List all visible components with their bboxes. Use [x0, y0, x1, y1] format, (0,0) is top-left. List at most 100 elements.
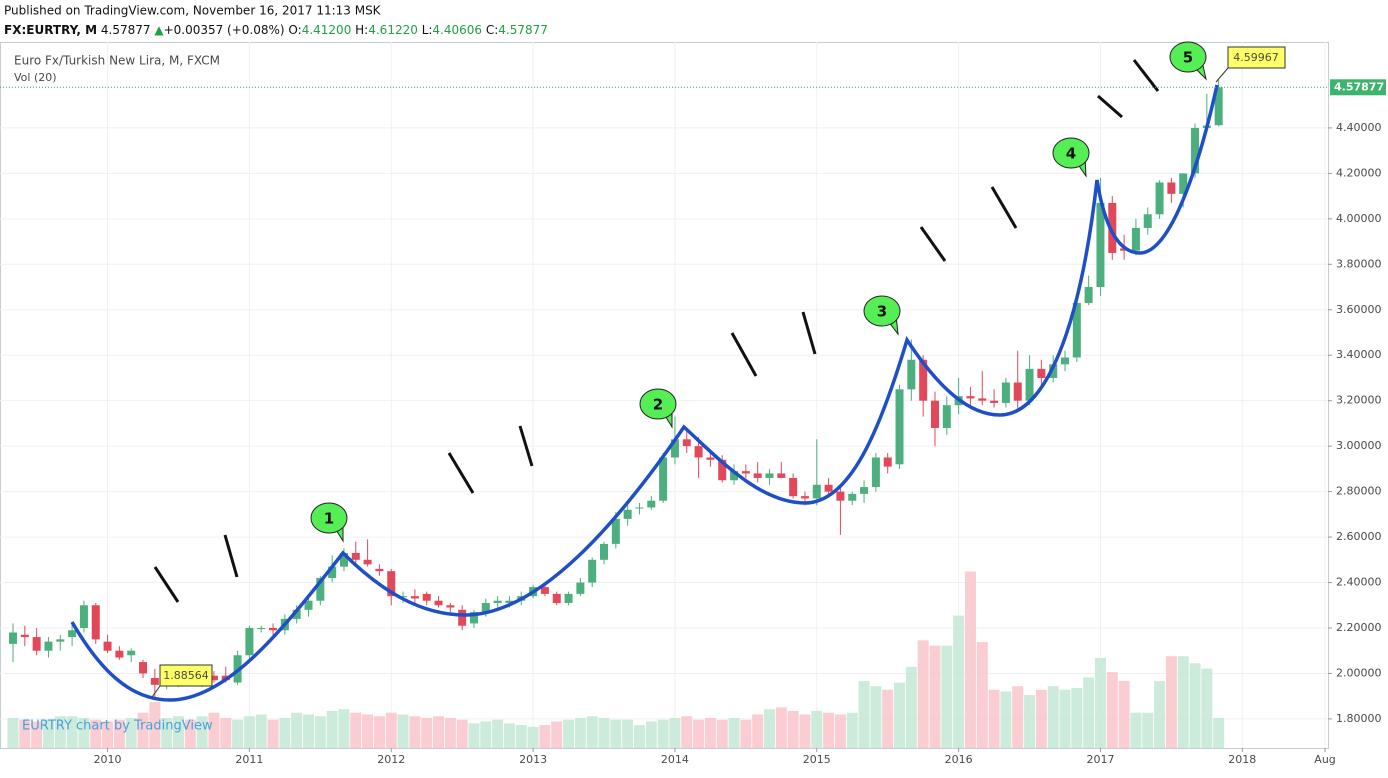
candle-body: [304, 600, 313, 610]
candle-body: [127, 650, 136, 656]
candle-body: [115, 650, 124, 658]
candle-body: [789, 477, 798, 497]
dash-marks: [153, 59, 1160, 603]
volume-bar: [456, 719, 468, 748]
symbol: FX:EURTRY, M: [4, 23, 97, 37]
volume-bar: [113, 719, 125, 748]
high-value: 4.61220: [368, 23, 418, 37]
volume-bar: [633, 725, 645, 748]
candle-body: [871, 457, 880, 488]
volume-bar: [433, 716, 445, 748]
candle-body: [777, 473, 786, 478]
candle-body: [1131, 227, 1140, 251]
volume-bar: [397, 714, 409, 748]
volume-bar: [1177, 656, 1189, 748]
dash: [1097, 94, 1123, 119]
volume-bar: [31, 721, 43, 748]
y-tick-label: 4.40000: [1336, 121, 1382, 134]
volume-bar: [728, 717, 740, 748]
volume-bar: [220, 717, 232, 748]
volume-bar: [255, 714, 267, 748]
candle-body: [1214, 87, 1223, 126]
candle-body: [1001, 382, 1010, 403]
candle-body: [907, 359, 916, 390]
y-tick-label: 2.20000: [1336, 621, 1382, 634]
low-label-box: [159, 664, 213, 687]
volume-bar: [740, 719, 752, 748]
volume-bar: [338, 709, 350, 748]
volume-bar: [1024, 695, 1036, 748]
candle-body: [139, 662, 148, 674]
candle-body: [292, 609, 301, 619]
dash: [223, 534, 239, 578]
x-tick-label: 2013: [519, 753, 547, 766]
volume-bar: [787, 710, 799, 748]
volume-bar: [964, 571, 976, 748]
candle-body: [930, 400, 939, 428]
candle-body: [753, 473, 762, 478]
candle-body: [659, 457, 668, 501]
volume-bar: [610, 719, 622, 748]
dash: [919, 226, 947, 262]
l-label: L:: [422, 23, 433, 37]
wave-number: 2: [653, 396, 663, 414]
up-arrow: ▲: [154, 23, 164, 37]
candle-body: [103, 641, 112, 651]
y-tick-label: 2.60000: [1336, 530, 1382, 543]
plot-frame: [0, 42, 1329, 749]
y-tick-label: 2.00000: [1336, 666, 1382, 679]
candle-body: [942, 405, 951, 428]
volume-bar: [1130, 712, 1142, 748]
candle-body: [647, 500, 656, 508]
last-price-box: [1330, 79, 1386, 96]
volume-bar: [976, 642, 988, 748]
dash: [990, 186, 1018, 229]
dash: [518, 425, 534, 467]
volume-bar: [527, 726, 539, 748]
candle-body: [410, 596, 419, 599]
close-value: 4.57877: [498, 23, 548, 37]
volume-bar: [125, 717, 137, 748]
wave-bubbles: 1 2 3 4 5: [310, 41, 1207, 543]
dash: [1132, 59, 1160, 92]
candle-body: [694, 446, 703, 458]
volume-label: Vol (20): [14, 71, 57, 84]
volume-bar: [362, 714, 374, 748]
volume-bar: [7, 717, 19, 748]
volume-bar: [563, 719, 575, 748]
volume-bar: [846, 712, 858, 748]
volume-bar: [515, 725, 527, 748]
volume-bar: [693, 719, 705, 748]
volume-bar: [184, 719, 196, 748]
volume-bar: [763, 709, 775, 748]
x-tick-label: 2017: [1086, 753, 1114, 766]
candle-body: [469, 612, 478, 624]
candle-body: [576, 582, 585, 594]
candle-body: [836, 491, 845, 501]
candle-body: [32, 637, 41, 651]
candle-body: [422, 593, 431, 601]
volume-bar: [586, 716, 598, 748]
candle-body: [1179, 173, 1188, 194]
candle-body: [1061, 357, 1070, 365]
candle-body: [611, 518, 620, 544]
x-tick-label: Aug: [1314, 753, 1335, 766]
candle-body: [505, 600, 514, 603]
change: +0.00357 (+0.08%): [164, 23, 285, 37]
candle-body: [564, 593, 573, 603]
candle-body: [79, 605, 88, 628]
high-label-pointer: [1215, 67, 1229, 83]
watermark: EURTRY chart by TradingView: [22, 719, 213, 734]
volume-bar: [409, 716, 421, 748]
candle-body: [56, 639, 65, 642]
cup-curve: [70, 84, 1219, 702]
bubble: [863, 295, 901, 327]
candle-body: [1072, 302, 1081, 358]
candle-body: [1037, 368, 1046, 378]
low-label-pointer: [151, 685, 161, 698]
volume-bar: [172, 716, 184, 748]
candle-body: [552, 593, 561, 603]
candle-body: [339, 552, 348, 567]
x-tick-label: 2010: [94, 753, 122, 766]
